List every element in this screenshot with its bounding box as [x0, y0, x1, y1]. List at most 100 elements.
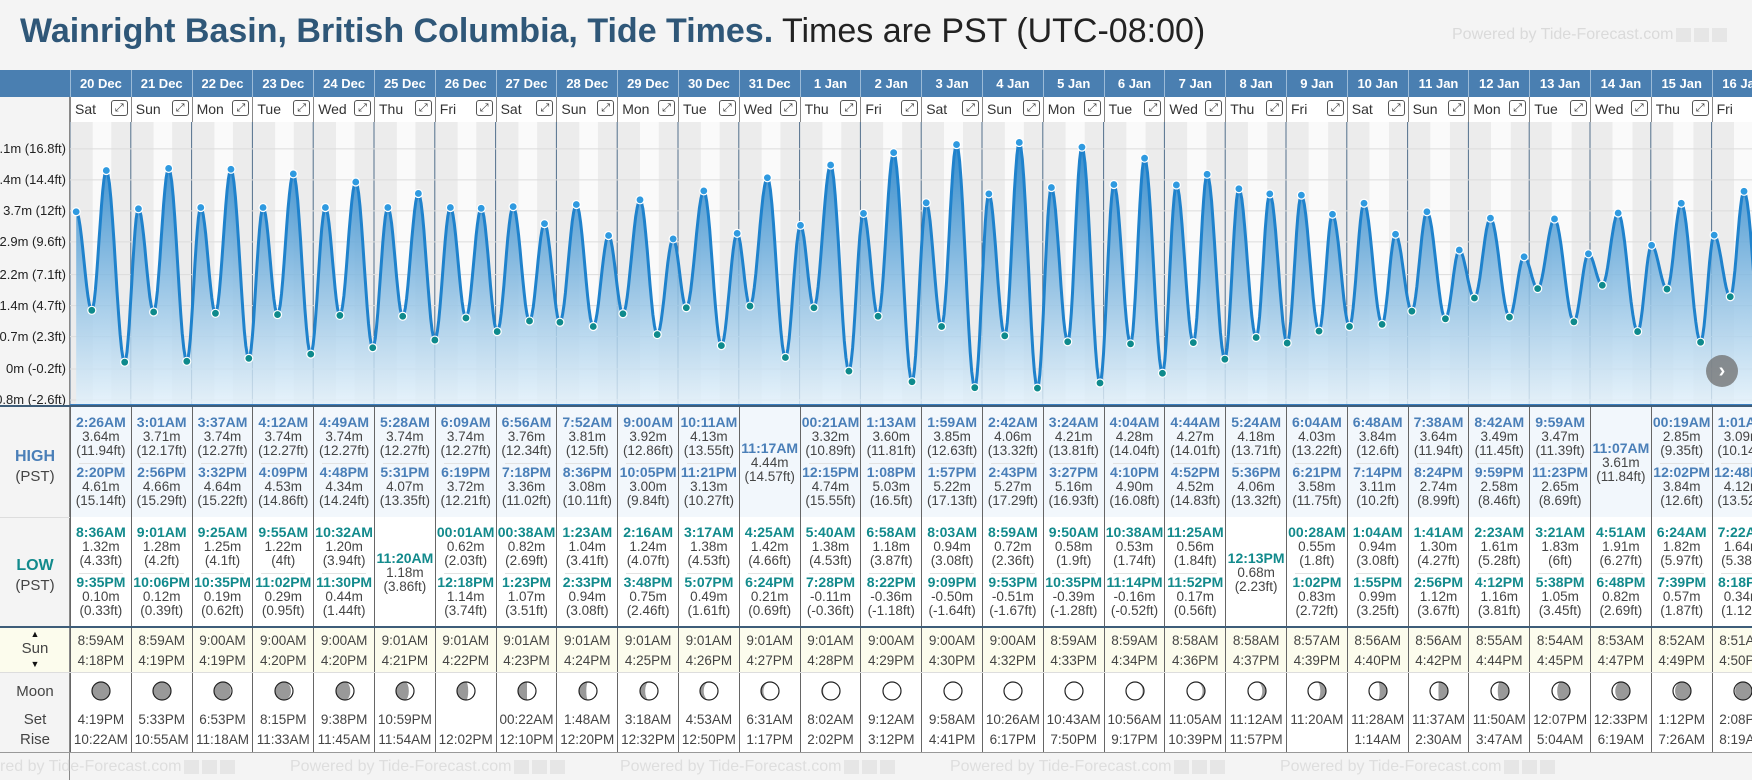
tide-height-ft: (12.6ft) [1356, 443, 1400, 458]
weekday-label: Sun [1412, 101, 1438, 117]
expand-icon[interactable]: ⤢ [171, 100, 189, 116]
expand-icon[interactable]: ⤢ [1326, 100, 1344, 116]
next-arrow-button[interactable]: › [1706, 355, 1738, 387]
expand-icon[interactable]: ⤢ [536, 100, 554, 116]
moonrise-time: 5:04AM [1536, 732, 1584, 747]
axis-tick-label: 0.7m (2.3ft) [0, 328, 66, 344]
tide-height-m: 4.13m [690, 428, 728, 444]
sunset-time: 4:42PM [1415, 653, 1462, 668]
expand-icon[interactable]: ⤢ [1448, 100, 1466, 116]
date-header: 21 Dec [130, 70, 192, 97]
sunset-time: 4:34PM [1111, 653, 1158, 668]
moon-phase-icon [578, 681, 598, 701]
high-tide-section [70, 407, 1752, 517]
moon-cell: 1:12PM 7:26AM [1650, 672, 1712, 752]
low-tide-marker [1220, 354, 1230, 364]
low-tide-cell: 00:28AM 0.55m (1.8ft) 1:02PM 0.83m (2.72ft) [1286, 517, 1347, 627]
expand-icon[interactable]: ⤢ [779, 100, 797, 116]
high-tide-entry: 7:38AM 3.64m (11.94ft) [1409, 415, 1469, 459]
moonset-time: 11:05AM [1168, 712, 1222, 727]
expand-icon[interactable]: ⤢ [901, 100, 919, 116]
tide-time: 10:35PM [1045, 574, 1103, 590]
sunrise-time: 9:00AM [199, 633, 246, 648]
expand-icon[interactable]: ⤢ [414, 100, 432, 116]
date-header: 26 Dec [434, 70, 496, 97]
expand-icon[interactable]: ⤢ [232, 100, 250, 116]
expand-icon[interactable]: ⤢ [657, 100, 675, 116]
high-tide-marker [383, 202, 393, 213]
tide-time: 11:07AM [1592, 440, 1650, 456]
tide-time: 00:01AM [436, 524, 495, 540]
expand-icon[interactable]: ⤢ [110, 100, 128, 116]
moonrise-time: 12:32PM [621, 732, 676, 747]
expand-icon[interactable]: ⤢ [1630, 100, 1648, 116]
tide-time: 11:25AM [1166, 524, 1224, 540]
expand-icon[interactable]: ⤢ [1691, 100, 1709, 116]
high-tide-cell: 4:49AM 3.74m (12.27ft) 4:48PM 4.34m (14.24ft) [313, 407, 374, 517]
low-tide-entry: 1:02PM 0.83m (2.72ft) [1287, 575, 1347, 619]
tide-time: 1:02PM [1292, 574, 1342, 590]
expand-icon[interactable]: ⤢ [718, 100, 736, 116]
high-tide-entry: 6:48AM 3.84m (12.6ft) [1348, 415, 1408, 459]
tide-height-m: 3.84m [1662, 478, 1701, 494]
tide-time: 2:20PM [76, 464, 126, 480]
high-tide-marker [1046, 182, 1057, 193]
entry-divider [1295, 463, 1339, 464]
moonset-time: 9:38PM [320, 712, 368, 727]
weekday-label: Mon [1473, 101, 1501, 117]
expand-icon[interactable]: ⤢ [1509, 100, 1527, 116]
expand-icon[interactable]: ⤢ [1144, 100, 1162, 116]
sunset-time: 4:32PM [989, 653, 1037, 668]
high-tide-cell: 1:59AM 3.85m (12.63ft) 1:57PM 5.22m (17.13ft) [921, 407, 982, 517]
tide-height-m: 3.36m [507, 478, 546, 494]
tide-time: 2:43PM [988, 464, 1038, 480]
sunset-time: 4:21PM [381, 653, 429, 668]
high-tide-cell: 10:11AM 4.13m (13.55ft) 11:21PM 3.13m (10.27f… [678, 407, 739, 517]
tide-chart [70, 122, 1752, 405]
entry-divider [565, 463, 610, 464]
date-header: 29 Dec [617, 70, 678, 97]
expand-icon[interactable]: ⤢ [1022, 100, 1040, 116]
sunset-time: 4:27PM [746, 653, 793, 668]
expand-icon[interactable]: ⤢ [475, 100, 493, 116]
tide-height-ft: (0.33ft) [79, 603, 123, 618]
tide-time: 00:28AM [1288, 524, 1346, 540]
expand-icon[interactable]: ⤢ [1205, 100, 1223, 116]
high-tide-entry: 10:11AM 4.13m (13.55ft) [679, 415, 739, 459]
low-tide-entry: 10:06PM 0.12m (0.39ft) [132, 575, 192, 619]
tide-height-ft: (0.69ft) [748, 603, 792, 618]
expand-icon[interactable]: ⤢ [597, 100, 615, 116]
tide-height-m: 3.74m [203, 428, 242, 444]
weekday-label: Wed [743, 101, 773, 117]
expand-icon[interactable]: ⤢ [1569, 100, 1587, 116]
moon-phase-icon [1490, 681, 1510, 701]
entry-divider [565, 573, 610, 574]
high-tide-marker [858, 208, 869, 219]
expand-icon[interactable]: ⤢ [353, 100, 371, 116]
low-tide-marker [1407, 306, 1417, 316]
expand-icon[interactable]: ⤢ [293, 100, 311, 116]
tide-height-ft: (3.51ft) [505, 603, 548, 618]
axis-tick-label: 0m (-0.2ft) [6, 360, 66, 376]
sunset-time: 4:39PM [1293, 653, 1341, 668]
entry-divider [930, 463, 974, 464]
sun-cell: 8:59AM 4:34PM [1103, 627, 1165, 672]
expand-icon[interactable]: ⤢ [961, 100, 979, 116]
expand-icon[interactable]: ⤢ [1265, 100, 1283, 116]
low-tide-marker [745, 301, 755, 311]
weekday-cell: Sun ⤢ [1407, 97, 1469, 122]
tide-time: 10:32AM [315, 524, 373, 540]
expand-icon[interactable]: ⤢ [840, 100, 858, 116]
tide-height-ft: (4.27ft) [1417, 553, 1460, 568]
expand-icon[interactable]: ⤢ [1083, 100, 1101, 116]
expand-icon[interactable]: ⤢ [1387, 100, 1405, 116]
moon-phase-icon [1246, 681, 1267, 701]
low-tide-entry: 1:23AM 1.04m (3.41ft) [557, 525, 617, 569]
tide-height-ft: (3.74ft) [444, 603, 488, 618]
moonrise-time: 1:17PM [746, 732, 793, 747]
moonrise-time: 3:47AM [1476, 732, 1523, 747]
tide-height-m: 1.38m [811, 538, 850, 554]
moonrise-time: 2:30AM [1415, 732, 1462, 747]
moonrise-time: 11:18AM [195, 732, 249, 747]
tide-height-m: 0.44m [325, 588, 363, 604]
